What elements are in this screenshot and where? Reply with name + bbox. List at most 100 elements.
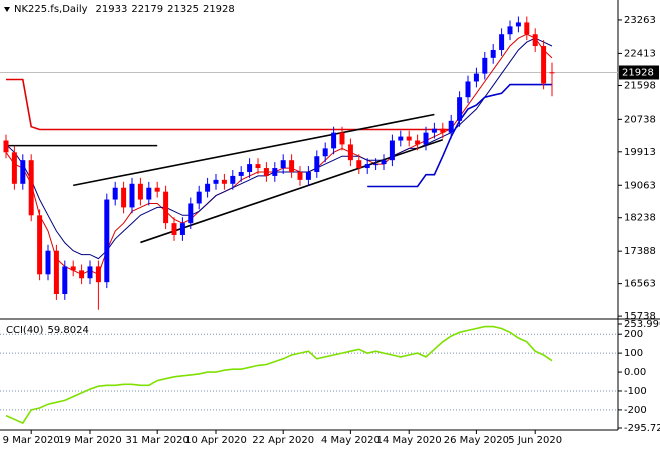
candle-body [11,152,17,184]
candle-body [431,128,437,133]
y-tick-label: -295.7234 [624,423,660,434]
y-tick-label: 18238 [624,213,656,224]
candle-body [532,34,538,47]
candle-body [331,132,337,149]
candle-body [163,191,169,224]
candle-body [171,223,177,235]
candle-body [524,22,530,35]
x-tick-label: 9 Mar 2020 [3,435,60,446]
candle-body [238,171,244,176]
candle-body [95,266,101,283]
indicator-header: CCI(40) 59.8024 [6,325,89,336]
y-tick-label: -200 [624,405,647,416]
candle-body [53,250,59,294]
candle-body [499,34,505,50]
indicator-line [6,78,452,131]
trendline [73,113,435,187]
candle-body [347,144,353,161]
candle-body [137,183,143,200]
open-value: 21933 [96,4,128,15]
y-tick-label: 23263 [624,15,656,26]
candle-body [507,26,513,35]
candle-body [263,168,269,176]
y-tick-label: 0.00 [624,367,646,378]
candle-body [255,164,261,169]
price-label: 21928 [622,67,654,78]
y-tick-label: 200 [624,329,643,340]
candle-body [339,132,345,145]
candle-body [356,160,362,169]
candle-body [549,72,555,74]
candle-body [112,187,118,200]
x-tick-label: 14 May 2020 [377,435,442,446]
candle-body [62,266,68,294]
candle-body [515,22,521,27]
candle-body [230,175,236,184]
candle-body [280,160,286,169]
candle-body [146,187,152,200]
candle-body [179,223,185,235]
candle-body [221,179,227,184]
candle-body [482,57,488,74]
candle-body [247,164,253,172]
x-tick-label: 5 Jun 2020 [508,435,562,446]
x-tick-label: 22 Apr 2020 [252,435,314,446]
candle-body [423,132,429,145]
y-tick-label: 20738 [624,114,656,125]
y-tick-label: 22413 [624,48,656,59]
close-value: 21928 [203,4,235,15]
low-value: 21325 [167,4,199,15]
candle-body [381,160,387,165]
candle-body [448,120,454,133]
candle-body [457,97,463,121]
candle-body [541,46,547,84]
candle-body [490,49,496,58]
y-tick-label: 19063 [624,180,656,191]
candle-body [87,266,93,279]
x-tick-label: 10 Apr 2020 [185,435,247,446]
candle-body [322,148,328,157]
cci-line [5,325,553,425]
y-tick-label: -100 [624,386,647,397]
x-tick-label: 19 Mar 2020 [58,435,121,446]
candle-body [473,73,479,82]
candle-body [305,171,311,180]
candle-body [188,203,194,224]
candle-body [45,250,51,275]
y-tick-label: 17388 [624,246,656,257]
candle-body [389,140,395,161]
candle-body [79,270,85,279]
candle-body [154,187,160,192]
y-tick-label: 16563 [624,279,656,290]
chart-header: NK225.fs,Daily 21933 22179 21325 21928 [14,4,235,15]
y-tick-label: 19913 [624,147,656,158]
candle-body [314,156,320,172]
y-tick-label: 253.9903 [624,319,660,330]
candle-body [406,136,412,141]
candle-body [289,160,295,172]
candle-body [3,140,9,153]
indicator-value: 59.8024 [47,325,88,336]
candle-body [373,164,379,166]
x-tick-label: 4 May 2020 [321,435,380,446]
candle-body [213,179,219,184]
symbol: NK225.fs,Daily [14,4,88,15]
candle-body [104,199,110,283]
candle-body [70,266,76,271]
candle-body [20,160,26,184]
price-label-box [619,65,659,80]
menu-arrow [4,7,10,12]
candle-body [415,140,421,145]
candle-body [129,183,135,208]
candle-body [364,164,370,169]
candle-body [196,191,202,204]
x-tick-label: 31 Mar 2020 [125,435,188,446]
candle-body [297,171,303,180]
candle-body [398,136,404,141]
candle-body [465,81,471,98]
candle-body [272,168,278,176]
y-tick-label: 15738 [624,311,656,322]
candle-body [205,183,211,192]
